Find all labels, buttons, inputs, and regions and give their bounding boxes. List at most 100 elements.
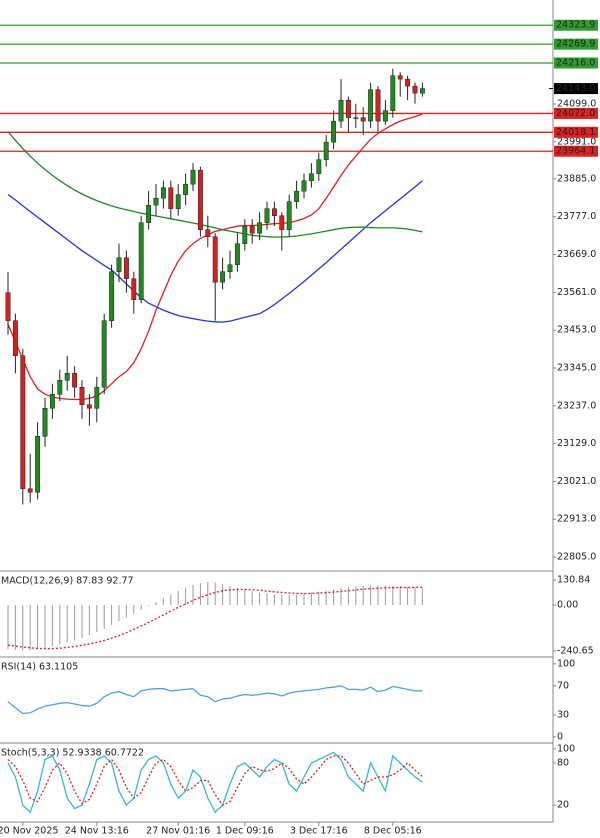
panel-title: MACD(12,26,9) 87.83 92.77 xyxy=(1,576,134,587)
histogram-bar xyxy=(7,605,9,649)
x-tick-label: 3 Dec 17:16 xyxy=(290,826,348,837)
candle-body xyxy=(257,222,263,234)
histogram-bar xyxy=(155,602,157,606)
histogram-bar xyxy=(333,589,335,606)
histogram-bar xyxy=(162,598,164,606)
histogram-bar xyxy=(362,585,364,606)
candle-body xyxy=(405,78,411,87)
candle-body xyxy=(397,75,403,80)
histogram-bar xyxy=(288,595,290,606)
moving-average xyxy=(7,113,423,401)
candle-body xyxy=(42,407,48,437)
level-label-box xyxy=(554,126,598,138)
histogram-bar xyxy=(421,588,423,606)
histogram-bar xyxy=(148,605,150,606)
x-tick-label: 20 Nov 2025 xyxy=(0,826,58,837)
candle-body xyxy=(168,187,174,209)
histogram-bar xyxy=(125,605,127,618)
histogram-bar xyxy=(303,593,305,606)
histogram-bar xyxy=(177,590,179,606)
y-tick-label: 23237.0 xyxy=(557,400,596,411)
histogram-bar xyxy=(29,605,31,651)
y-tick-label: 0 xyxy=(557,731,563,742)
histogram-bar xyxy=(22,605,24,651)
histogram-bar xyxy=(259,592,261,606)
candle-body xyxy=(35,436,41,493)
candle-body xyxy=(146,204,152,223)
candle-body xyxy=(101,320,107,388)
histogram-bar xyxy=(384,585,386,606)
candle-body xyxy=(190,169,196,185)
histogram-bar xyxy=(140,605,142,610)
y-tick-label: 23885.0 xyxy=(557,173,596,184)
y-tick-label: 23561.0 xyxy=(557,287,596,298)
y-tick-label: 23021.0 xyxy=(557,476,596,487)
y-tick-label: 70 xyxy=(557,680,569,691)
y-tick-label: 23669.0 xyxy=(557,249,596,260)
level-label: 24216.0 xyxy=(556,58,595,69)
histogram-bar xyxy=(118,605,120,622)
y-tick-label: 100 xyxy=(557,743,575,754)
histogram-bar xyxy=(214,582,216,606)
level-label-box xyxy=(554,145,598,157)
candle-body xyxy=(360,117,366,122)
candle-body xyxy=(64,372,70,381)
y-tick-label: 23453.0 xyxy=(557,325,596,336)
histogram-bar xyxy=(192,584,194,606)
x-tick-label: 27 Nov 01:16 xyxy=(146,826,210,837)
candle-body xyxy=(338,99,344,122)
y-tick-label: -240.65 xyxy=(557,645,594,656)
candle-body xyxy=(382,110,388,122)
indicator-line xyxy=(7,751,423,814)
histogram-bar xyxy=(236,587,238,606)
histogram-bar xyxy=(377,585,379,606)
histogram-bar xyxy=(88,605,90,636)
candle-body xyxy=(234,243,240,265)
histogram-bar xyxy=(244,589,246,606)
level-label: 23964.1 xyxy=(556,146,595,157)
candle-body xyxy=(20,355,26,490)
histogram-bar xyxy=(199,583,201,606)
candle-body xyxy=(205,229,211,237)
indicator-line xyxy=(7,586,423,650)
y-tick-label: 20 xyxy=(557,800,569,811)
y-tick-label: 100 xyxy=(557,658,575,669)
level-label-box xyxy=(554,57,598,69)
level-label: 24323.9 xyxy=(556,20,595,31)
histogram-bar xyxy=(281,595,283,606)
candle-body xyxy=(286,201,292,230)
histogram-bar xyxy=(407,586,409,606)
histogram-bar xyxy=(185,587,187,606)
y-tick-label: 23777.0 xyxy=(557,211,596,222)
histogram-bar xyxy=(347,586,349,606)
candle-body xyxy=(86,404,92,409)
panel-title: Stoch(5,3,3) 52.9338 60.7722 xyxy=(1,748,144,759)
y-tick-label: 23991.0 xyxy=(557,136,596,147)
level-label: 24018.1 xyxy=(556,127,595,138)
candle-body xyxy=(323,141,329,160)
candle-body xyxy=(116,257,122,272)
candle-body xyxy=(5,292,11,321)
candle-body xyxy=(345,99,351,118)
histogram-bar xyxy=(14,605,16,650)
y-tick-label: 80 xyxy=(557,757,569,768)
y-tick-label: 23129.0 xyxy=(557,438,596,449)
histogram-bar xyxy=(229,585,231,606)
candle-body xyxy=(353,117,359,119)
candle-body xyxy=(331,120,337,143)
y-tick-label: 24099.0 xyxy=(557,98,596,109)
candle-body xyxy=(249,225,255,234)
level-label: 24269.9 xyxy=(556,39,595,50)
candle-body xyxy=(279,215,285,230)
candle-body xyxy=(72,372,78,388)
candle-body xyxy=(123,257,129,279)
histogram-bar xyxy=(222,584,224,606)
histogram-bar xyxy=(81,605,83,638)
candle-body xyxy=(390,75,396,111)
histogram-bar xyxy=(318,591,320,606)
candle-body xyxy=(227,264,233,272)
histogram-bar xyxy=(170,594,172,606)
candle-body xyxy=(109,271,115,321)
x-tick-label: 1 Dec 09:16 xyxy=(216,826,274,837)
